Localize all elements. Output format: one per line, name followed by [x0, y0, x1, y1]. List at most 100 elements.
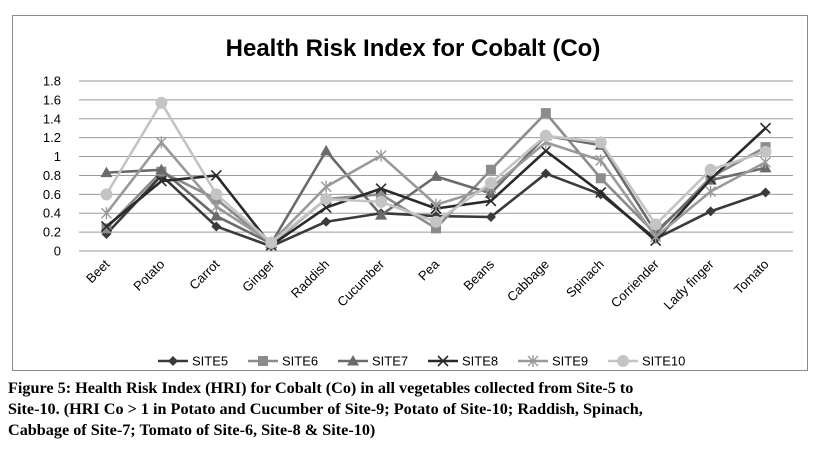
legend-item: SITE6 — [248, 354, 318, 369]
data-point — [595, 186, 607, 199]
data-point — [485, 212, 496, 222]
data-point — [210, 210, 223, 221]
data-point — [211, 221, 222, 232]
data-point — [210, 200, 222, 213]
y-tick-label: 0.4 — [43, 206, 61, 221]
data-point — [759, 122, 772, 134]
data-point — [650, 230, 662, 243]
x-tick-label: Corriender — [608, 256, 663, 311]
data-point — [100, 207, 112, 220]
data-point — [539, 129, 552, 142]
y-axis-ticks: 0 0.2 0.4 0.6 0.8 1 1.2 1.4 1.6 1.8 — [43, 74, 61, 259]
data-point — [485, 195, 497, 207]
data-point — [100, 220, 113, 233]
data-point — [210, 169, 222, 182]
y-tick-label: 1.8 — [43, 74, 61, 89]
legend-label: SITE8 — [462, 354, 498, 369]
legend-label: SITE7 — [372, 354, 408, 369]
data-point — [540, 168, 551, 179]
series-site10 — [100, 96, 772, 249]
x-tick-label: Pea — [415, 256, 443, 284]
y-tick-label: 0.8 — [43, 168, 61, 183]
x-tick-label: Ginger — [239, 256, 278, 295]
data-point — [320, 144, 333, 156]
chart-title: Health Risk Index for Cobalt (Co) — [226, 35, 601, 62]
x-tick-label: Spinach — [563, 257, 607, 301]
legend-marker — [347, 355, 359, 366]
x-axis-ticks: Beet Potato Carrot Ginger Raddish Cucumber Pea… — [83, 256, 772, 313]
data-point — [484, 177, 497, 189]
legend-marker — [437, 355, 449, 367]
data-point — [540, 145, 552, 157]
data-point — [430, 198, 442, 211]
data-point — [375, 149, 387, 162]
x-tick-label: Cabbage — [504, 257, 552, 305]
x-tick-label: Lady finger — [661, 256, 718, 313]
data-point — [430, 170, 442, 181]
data-point — [155, 175, 167, 187]
data-point — [430, 215, 442, 228]
data-point — [320, 180, 332, 193]
data-point — [704, 163, 717, 176]
legend-label: SITE9 — [552, 354, 588, 369]
caption-line-3: Cabbage of Site-7; Tomato of Site-6, Sit… — [8, 421, 376, 439]
caption-line-2: Site-10. (HRI Co > 1 in Potato and Cucum… — [8, 400, 643, 418]
legend-item: SITE5 — [158, 354, 228, 369]
data-point — [485, 164, 496, 175]
data-point — [760, 156, 772, 169]
figure-caption: Figure 5: Health Risk Index (HRI) for Co… — [8, 378, 812, 441]
line-chart: Health Risk Index for Cobalt (Co) 0 0.2 0.… — [43, 35, 793, 369]
data-point — [101, 223, 112, 234]
data-point — [100, 188, 113, 201]
data-point — [705, 185, 717, 198]
data-point — [760, 187, 771, 198]
y-tick-label: 0 — [54, 244, 61, 259]
data-point — [320, 201, 332, 214]
data-point — [320, 193, 333, 206]
legend-marker — [168, 356, 178, 366]
y-tick-label: 0.2 — [43, 225, 61, 240]
chart-frame: Health Risk Index for Cobalt (Co) 0 0.2 0.… — [12, 15, 808, 371]
data-point — [100, 166, 113, 178]
legend-label: SITE6 — [282, 354, 318, 369]
legend-marker — [527, 355, 539, 367]
legend-marker — [617, 355, 629, 367]
legend-item: SITE10 — [608, 354, 685, 369]
y-tick-label: 1.2 — [43, 130, 61, 145]
data-point — [594, 136, 607, 149]
y-tick-label: 0.6 — [43, 187, 61, 202]
legend: SITE5 SITE6 SITE7 SITE8 SITE9 SITE10 — [158, 354, 685, 369]
x-tick-label: Raddish — [288, 257, 332, 301]
legend-marker — [258, 356, 268, 366]
x-tick-label: Beans — [460, 256, 497, 293]
data-point — [375, 183, 387, 195]
x-tick-label: Carrot — [186, 256, 222, 292]
legend-item: SITE8 — [428, 354, 498, 369]
legend-item: SITE7 — [338, 354, 408, 369]
data-point — [705, 206, 716, 217]
y-tick-label: 1 — [54, 149, 61, 164]
data-point — [595, 173, 606, 184]
data-point — [649, 218, 662, 231]
y-tick-label: 1.4 — [43, 111, 61, 126]
data-point — [265, 236, 278, 249]
data-point — [155, 163, 168, 175]
data-point — [210, 188, 223, 201]
data-point — [705, 173, 717, 185]
legend-label: SITE10 — [642, 354, 685, 369]
x-tick-label: Tomato — [731, 257, 772, 298]
x-tick-label: Potato — [130, 257, 167, 294]
series-layer — [100, 96, 772, 252]
data-point — [595, 154, 607, 167]
x-tick-label: Cucumber — [334, 256, 387, 309]
x-tick-label: Beet — [83, 256, 113, 286]
legend-item: SITE9 — [518, 354, 588, 369]
legend-label: SITE5 — [192, 354, 228, 369]
data-point — [375, 195, 388, 208]
data-point — [759, 145, 772, 158]
caption-line-1: Figure 5: Health Risk Index (HRI) for Co… — [8, 379, 634, 397]
data-point — [376, 189, 387, 200]
data-point — [155, 96, 168, 109]
data-point — [540, 108, 551, 119]
data-point — [155, 136, 167, 149]
